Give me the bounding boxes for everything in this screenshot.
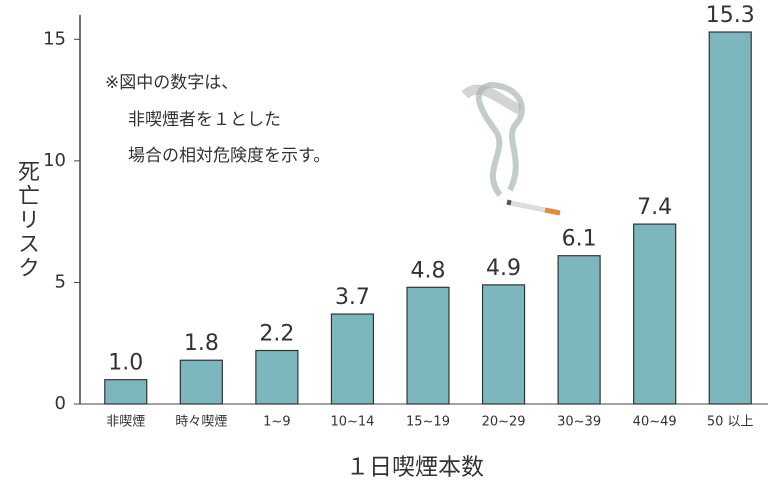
chart: 死亡リスク １日喫煙本数 ※図中の数字は、 非喫煙者を１とした 場合の相対危険度… bbox=[0, 0, 771, 486]
x-tick-label: 10~14 bbox=[330, 415, 374, 430]
x-axis-label: １日喫煙本数 bbox=[346, 455, 484, 481]
bar bbox=[483, 285, 525, 404]
bar bbox=[180, 360, 222, 404]
value-label: 4.8 bbox=[411, 258, 446, 283]
bar bbox=[634, 224, 676, 404]
bar bbox=[558, 256, 600, 404]
value-label: 15.3 bbox=[706, 3, 755, 28]
x-tick-label: 非喫煙 bbox=[106, 415, 145, 430]
y-axis-label: 死亡リスク bbox=[14, 160, 40, 280]
x-tick-label: 15~19 bbox=[406, 415, 450, 430]
y-tick-label: 15 bbox=[43, 28, 66, 49]
bar bbox=[331, 314, 373, 404]
page: 死亡リスク １日喫煙本数 ※図中の数字は、 非喫煙者を１とした 場合の相対危険度… bbox=[0, 0, 771, 486]
cigarette-illustration bbox=[465, 85, 560, 213]
annotation: ※図中の数字は、 bbox=[105, 73, 238, 93]
value-label: 7.4 bbox=[637, 195, 672, 220]
y-tick-label: 5 bbox=[55, 271, 66, 292]
bar bbox=[709, 32, 751, 404]
x-tick-label: 40~49 bbox=[633, 415, 677, 430]
bar bbox=[407, 287, 449, 404]
value-label: 6.1 bbox=[562, 227, 597, 252]
x-tick-label: 20~29 bbox=[482, 415, 526, 430]
x-tick-label: 30~39 bbox=[557, 415, 601, 430]
y-tick-label: 10 bbox=[43, 150, 66, 171]
x-tick-label: 時々喫煙 bbox=[175, 415, 227, 430]
y-tick-label: 0 bbox=[55, 393, 66, 414]
bar bbox=[256, 351, 298, 404]
x-tick-label: 1~9 bbox=[263, 415, 290, 430]
x-tick-label: 50 以上 bbox=[707, 415, 754, 430]
bar bbox=[105, 380, 147, 404]
value-label: 1.0 bbox=[108, 351, 143, 376]
value-label: 3.7 bbox=[335, 285, 370, 310]
value-label: 2.2 bbox=[259, 322, 294, 347]
annotation: 場合の相対危険度を示す。 bbox=[128, 146, 330, 166]
value-label: 1.8 bbox=[184, 331, 219, 356]
annotation: 非喫煙者を１とした bbox=[128, 110, 281, 130]
value-label: 4.9 bbox=[486, 256, 521, 281]
